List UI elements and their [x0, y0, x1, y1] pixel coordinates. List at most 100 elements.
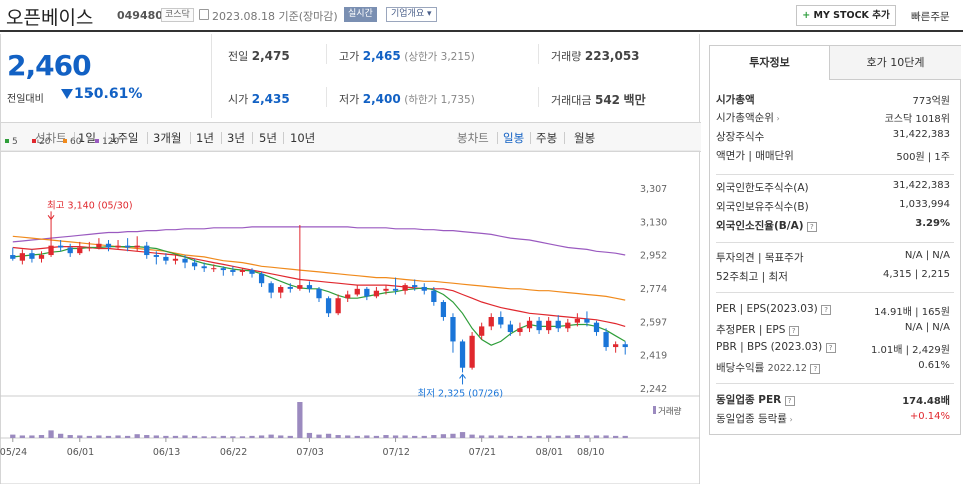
tab-1w[interactable]: 1주일: [110, 131, 139, 145]
divider: [74, 132, 75, 144]
legend-ma60: 60: [63, 137, 81, 147]
candle-body: [593, 322, 600, 333]
volume-bar: [546, 435, 552, 438]
volume-bar: [201, 436, 207, 438]
volume-bar: [220, 435, 226, 438]
candle-body: [182, 258, 188, 263]
volume-bar: [507, 435, 514, 438]
tab-orderbook[interactable]: 호가 10단계: [830, 46, 961, 80]
stock-code: 049480: [117, 9, 163, 22]
volume-bar: [325, 433, 332, 438]
volume-bar: [402, 435, 408, 438]
divider: [716, 292, 954, 293]
candle-body: [191, 262, 198, 267]
divider: [497, 132, 498, 144]
volume-bar: [373, 435, 380, 438]
min-annotation: 최저 2,325 (07/26): [418, 388, 504, 399]
stock-name: 오픈베이스: [6, 7, 94, 29]
x-tick-label: 07/12: [383, 447, 410, 458]
help-icon[interactable]: ?: [784, 396, 795, 406]
foreign-ratio-row: 외국인소진율(B/A) ? 3.29%: [716, 218, 950, 232]
help-icon[interactable]: ?: [810, 364, 821, 374]
divider: [716, 242, 954, 243]
mystock-add-button[interactable]: + MY STOCK 추가: [796, 5, 896, 26]
candle-body: [306, 285, 313, 289]
tab-daily[interactable]: 일봉: [503, 131, 525, 145]
calendar-icon: [199, 9, 209, 20]
divider: [252, 132, 253, 144]
candle-body: [450, 317, 456, 342]
volume-bar: [249, 435, 255, 438]
candle-body: [459, 341, 466, 368]
chevron-right-icon: ›: [773, 114, 780, 123]
realtime-button[interactable]: 실시간: [344, 7, 377, 22]
tab-invest-info[interactable]: 투자정보: [710, 46, 830, 80]
tab-1d[interactable]: 1일: [78, 131, 96, 145]
candle-body: [565, 322, 571, 329]
candle-body: [230, 270, 236, 272]
volume-bar: [584, 435, 590, 438]
volume-bar: [191, 435, 198, 438]
candle-body: [364, 288, 370, 297]
candle-body: [105, 243, 112, 248]
help-icon[interactable]: ?: [806, 222, 817, 232]
candle-body: [124, 245, 131, 248]
open-price: 시가 2,435: [228, 92, 290, 106]
base-date: 2023.08.18 기준(장마감): [212, 10, 338, 23]
tab-10y[interactable]: 10년: [290, 131, 316, 145]
volume-bar: [105, 435, 112, 438]
help-icon[interactable]: ?: [788, 326, 799, 336]
volume-bar: [593, 435, 600, 438]
candle-body: [134, 245, 140, 248]
company-info-button[interactable]: 기업개요 ▾: [386, 7, 437, 22]
y-tick-label: 2,597: [640, 317, 667, 328]
help-icon[interactable]: ?: [821, 305, 832, 315]
divider: [283, 132, 284, 144]
ma120-line: [12, 226, 626, 256]
divider: [147, 132, 148, 144]
candle-body: [584, 318, 590, 323]
candle-body: [421, 286, 427, 291]
divider: [538, 44, 539, 64]
candle-body: [345, 294, 351, 299]
tab-3m[interactable]: 3개월: [153, 131, 182, 145]
volume-bar: [603, 435, 609, 438]
line-chart-label[interactable]: 선차트: [35, 131, 67, 145]
max-annotation: 최고 3,140 (05/30): [47, 200, 133, 211]
help-icon[interactable]: ?: [825, 343, 836, 353]
tab-weekly[interactable]: 주봉: [536, 131, 558, 145]
volume-bar: [29, 435, 35, 438]
candle-body: [335, 298, 341, 314]
ma20-line: [12, 245, 626, 327]
market-badge: 코스닥: [161, 8, 194, 22]
legend-ma5: 5: [5, 137, 18, 147]
high-price: 고가 2,465 (상한가 3,215): [339, 49, 475, 63]
down-arrow-icon: [61, 89, 73, 99]
tab-monthly[interactable]: 월봉: [574, 131, 596, 145]
tab-3y[interactable]: 3년: [227, 131, 245, 145]
volume-bar: [574, 435, 581, 438]
divider: [530, 132, 531, 144]
legend-ma20: 20: [32, 137, 50, 147]
tab-5y[interactable]: 5년: [259, 131, 277, 145]
price-chart[interactable]: 3,307 3,130 2,952 2,774 2,597 2,419 2,242 최고 3,…: [0, 150, 700, 484]
volume-bar: [268, 434, 274, 438]
x-tick-label: 07/03: [296, 447, 323, 458]
industry-change-row: 동일업종 등락률 › +0.14%: [716, 411, 950, 425]
x-tick-label: 07/21: [469, 447, 496, 458]
amount-stat: 거래대금 542 백만: [551, 93, 646, 107]
volume-bar: [421, 435, 427, 438]
volume-bar: [96, 435, 102, 438]
candle-chart-label[interactable]: 봉차트: [457, 131, 489, 145]
chevron-down-icon: ▾: [427, 9, 432, 19]
per-row: PER | EPS(2023.03) ? 14.91배 | 165원: [716, 303, 950, 318]
volume-bar: [297, 402, 303, 438]
tab-1y[interactable]: 1년: [196, 131, 214, 145]
candle-body: [86, 247, 92, 249]
x-tick-label: 08/10: [577, 447, 604, 458]
candle-body: [201, 266, 207, 269]
volume-bar: [613, 435, 619, 438]
min-arrow-head: [459, 373, 466, 379]
candle-body: [498, 317, 504, 325]
quick-order-link[interactable]: 빠른주문: [911, 11, 950, 23]
